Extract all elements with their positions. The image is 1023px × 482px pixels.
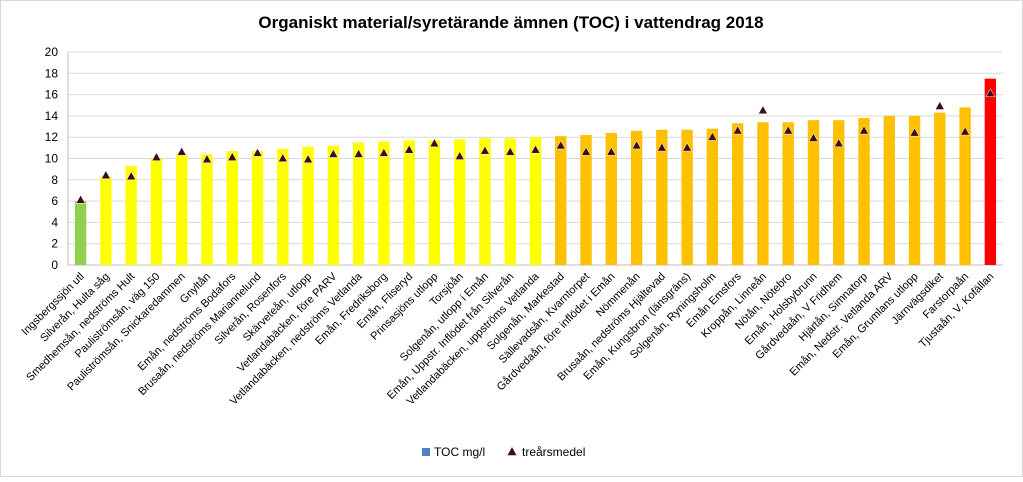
y-tick-label: 10 [45, 152, 59, 166]
y-tick-label: 8 [51, 173, 58, 187]
trearsmedel-marker [606, 146, 617, 156]
bar [883, 115, 895, 266]
trearsmedel-marker [126, 171, 137, 181]
trearsmedel-marker [227, 152, 238, 161]
bar [150, 158, 163, 265]
trearsmedel-marker [758, 105, 768, 115]
trearsmedel-marker [429, 138, 440, 148]
bar [984, 78, 997, 265]
bar [504, 138, 516, 265]
trearsmedel-marker [985, 88, 996, 98]
trearsmedel-marker [353, 148, 364, 158]
trearsmedel-marker [960, 126, 971, 136]
legend-label-toc: TOC mg/l [434, 445, 485, 459]
bar [555, 136, 567, 265]
legend-label-trearsmedel: treårsmedel [522, 445, 585, 459]
trearsmedel-marker [505, 146, 516, 156]
trearsmedel-marker [202, 154, 212, 164]
trearsmedel-marker [75, 194, 86, 204]
y-axis-ticks: 0 2 4 6 8 10 12 14 16 18 20 [45, 45, 59, 272]
trearsmedel-marker [480, 145, 490, 155]
bar [428, 140, 441, 265]
bar-series [74, 78, 997, 266]
trearsmedel-marker [581, 146, 591, 156]
trearsmedel-marker [859, 125, 869, 135]
bar [226, 151, 238, 265]
trearsmedel-marker [530, 144, 541, 154]
trearsmedel-marker [833, 138, 844, 148]
gridlines [67, 51, 1003, 266]
bar [681, 129, 693, 265]
bar [782, 122, 794, 265]
marker-series [75, 88, 996, 204]
bar [807, 120, 820, 265]
bar [706, 128, 719, 265]
y-tick-label: 4 [51, 215, 58, 229]
bar [251, 151, 264, 265]
y-tick-label: 18 [45, 66, 59, 80]
trearsmedel-marker [277, 153, 288, 162]
bar [378, 141, 390, 265]
trearsmedel-marker [454, 150, 465, 160]
bar [479, 138, 491, 265]
trearsmedel-marker [909, 127, 920, 137]
bar [833, 120, 845, 265]
bar [403, 140, 415, 265]
bar [580, 135, 592, 265]
bar [656, 129, 668, 265]
trearsmedel-marker [934, 100, 945, 110]
bar [201, 154, 213, 265]
trearsmedel-marker [555, 140, 566, 150]
bar [74, 201, 87, 265]
trearsmedel-marker [378, 147, 389, 157]
trearsmedel-marker [707, 131, 718, 141]
trearsmedel-marker [656, 142, 667, 152]
bar [529, 137, 542, 265]
y-tick-label: 6 [51, 194, 58, 208]
trearsmedel-marker [732, 125, 743, 135]
trearsmedel-marker [404, 144, 415, 154]
legend-swatch-toc [422, 448, 430, 456]
y-tick-label: 0 [51, 258, 58, 272]
trearsmedel-marker [631, 140, 642, 150]
bar [731, 123, 744, 265]
bar [454, 139, 466, 265]
legend: TOC mg/l treårsmedel [422, 445, 585, 459]
y-tick-label: 14 [45, 109, 59, 123]
bar [630, 130, 643, 265]
trearsmedel-marker [176, 146, 187, 156]
bar [757, 122, 769, 265]
bar [176, 154, 188, 265]
bar [858, 118, 870, 265]
trearsmedel-marker [783, 125, 794, 135]
y-tick-label: 2 [51, 237, 58, 251]
trearsmedel-marker [328, 148, 339, 158]
chart-title: Organiskt material/syretärande ämnen (TO… [258, 13, 763, 32]
bar [352, 142, 365, 265]
y-tick-label: 16 [45, 88, 59, 102]
legend-swatch-trearsmedel [507, 447, 517, 456]
trearsmedel-marker [303, 154, 313, 164]
bar [277, 148, 289, 265]
bar [934, 112, 946, 265]
trearsmedel-marker [151, 152, 162, 161]
trearsmedel-marker [100, 170, 111, 180]
bar [100, 176, 112, 265]
y-tick-label: 20 [45, 45, 59, 59]
bar [125, 165, 137, 265]
trearsmedel-marker [252, 147, 263, 157]
bar [327, 145, 340, 265]
bar [605, 132, 617, 265]
bar [302, 146, 314, 265]
bar [908, 115, 921, 266]
trearsmedel-marker [808, 132, 819, 142]
bar [959, 107, 971, 265]
y-tick-label: 12 [45, 130, 59, 144]
trearsmedel-marker [682, 142, 693, 152]
